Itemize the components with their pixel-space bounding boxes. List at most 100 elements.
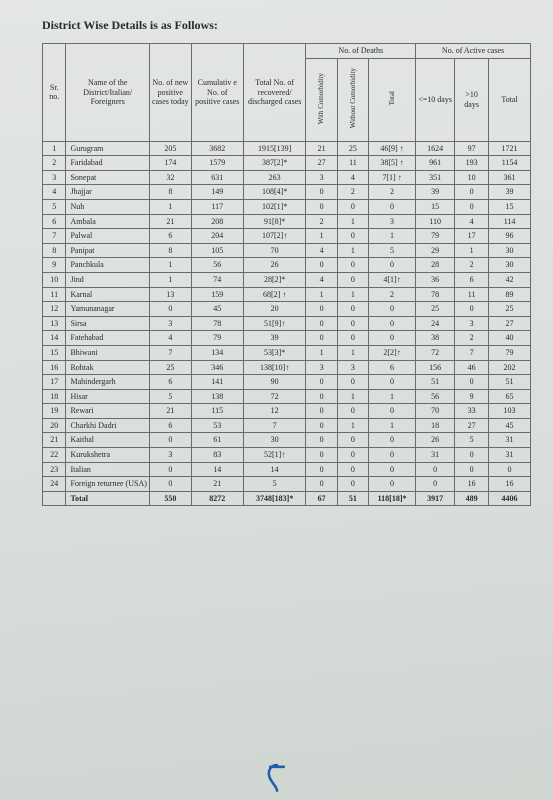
c-dt: 0: [369, 375, 416, 390]
c-dwo: 25: [337, 141, 368, 156]
table-row: 21Kaithal0613000026531: [43, 433, 531, 448]
c-at: 39: [489, 185, 531, 200]
c-cum: 61: [191, 433, 243, 448]
c-sr: 20: [43, 418, 66, 433]
c-dt: 0: [369, 199, 416, 214]
table-row: 23Italian01414000000: [43, 462, 531, 477]
c-dt: 5: [369, 243, 416, 258]
c-new: 6: [149, 418, 191, 433]
c-at: 103: [489, 404, 531, 419]
c-a1: 15: [416, 199, 455, 214]
c-a2: 97: [455, 141, 489, 156]
h-a1: <=10 days: [416, 58, 455, 141]
c-dwo: 0: [337, 199, 368, 214]
c-dt: 1: [369, 389, 416, 404]
table-row: 24Foreign returnee (USA)021500001616: [43, 477, 531, 492]
c-dt: 0: [369, 258, 416, 273]
c-at: 65: [489, 389, 531, 404]
c-cum: 134: [191, 345, 243, 360]
c-dwo: 0: [337, 258, 368, 273]
c-dt: 0: [369, 448, 416, 463]
c-rec: 107[2]↑: [243, 229, 306, 244]
c-dwo: 1: [337, 345, 368, 360]
c-dwo: 1: [337, 287, 368, 302]
c-a1: 0: [416, 462, 455, 477]
table-row: 16Rohtak25346138[10]↑33615646202: [43, 360, 531, 375]
c-sr: 2: [43, 156, 66, 171]
c-cum: 53: [191, 418, 243, 433]
c-a1: 26: [416, 433, 455, 448]
c-new: 13: [149, 287, 191, 302]
c-sr: 1: [43, 141, 66, 156]
c-a1: 56: [416, 389, 455, 404]
t-label: Total: [66, 491, 149, 506]
c-a2: 11: [455, 287, 489, 302]
c-name: Ambala: [66, 214, 149, 229]
c-a1: 110: [416, 214, 455, 229]
h-dwo-label: Without Comorbidity: [349, 66, 357, 130]
c-name: Foreign returnee (USA): [66, 477, 149, 492]
c-dwo: 0: [337, 331, 368, 346]
c-at: 15: [489, 199, 531, 214]
table-row: 6Ambala2120891[8]*2131104114: [43, 214, 531, 229]
h-a2: >10 days: [455, 58, 489, 141]
c-sr: 7: [43, 229, 66, 244]
page-title: District Wise Details is as Follows:: [42, 18, 531, 33]
c-dwo: 0: [337, 302, 368, 317]
c-rec: 387[2]*: [243, 156, 306, 171]
c-a2: 2: [455, 258, 489, 273]
c-a1: 38: [416, 331, 455, 346]
c-dt: 7[1] ↑: [369, 170, 416, 185]
c-a2: 0: [455, 462, 489, 477]
c-dw: 0: [306, 462, 337, 477]
c-new: 6: [149, 229, 191, 244]
c-rec: 20: [243, 302, 306, 317]
c-new: 25: [149, 360, 191, 375]
c-cum: 1579: [191, 156, 243, 171]
c-dw: 1: [306, 345, 337, 360]
h-dwo: Without Comorbidity: [337, 58, 368, 141]
c-new: 5: [149, 389, 191, 404]
c-new: 205: [149, 141, 191, 156]
c-new: 8: [149, 185, 191, 200]
c-dwo: 1: [337, 389, 368, 404]
c-cum: 115: [191, 404, 243, 419]
c-at: 16: [489, 477, 531, 492]
c-at: 31: [489, 433, 531, 448]
c-at: 40: [489, 331, 531, 346]
c-dwo: 1: [337, 418, 368, 433]
c-dwo: 0: [337, 433, 368, 448]
c-rec: 263: [243, 170, 306, 185]
c-new: 0: [149, 433, 191, 448]
c-a2: 6: [455, 272, 489, 287]
c-at: 361: [489, 170, 531, 185]
c-dwo: 0: [337, 272, 368, 287]
c-dw: 1: [306, 287, 337, 302]
c-new: 3: [149, 448, 191, 463]
c-dt: 1: [369, 229, 416, 244]
c-name: Fatehabad: [66, 331, 149, 346]
c-a2: 9: [455, 389, 489, 404]
c-at: 79: [489, 345, 531, 360]
c-rec: 7: [243, 418, 306, 433]
c-name: Faridabad: [66, 156, 149, 171]
c-rec: 72: [243, 389, 306, 404]
c-dw: 1: [306, 229, 337, 244]
c-rec: 30: [243, 433, 306, 448]
c-new: 1: [149, 258, 191, 273]
c-cum: 141: [191, 375, 243, 390]
c-new: 1: [149, 199, 191, 214]
c-rec: 14: [243, 462, 306, 477]
thead: Sr. no. Name of the District/Italian/ Fo…: [43, 44, 531, 142]
c-dwo: 0: [337, 404, 368, 419]
c-a1: 156: [416, 360, 455, 375]
c-dt: 38[5] ↑: [369, 156, 416, 171]
c-dt: 2[2]↑: [369, 345, 416, 360]
c-new: 21: [149, 404, 191, 419]
c-dt: 1: [369, 418, 416, 433]
c-a2: 0: [455, 199, 489, 214]
c-a2: 33: [455, 404, 489, 419]
c-rec: 12: [243, 404, 306, 419]
c-dt: 0: [369, 462, 416, 477]
c-a2: 3: [455, 316, 489, 331]
